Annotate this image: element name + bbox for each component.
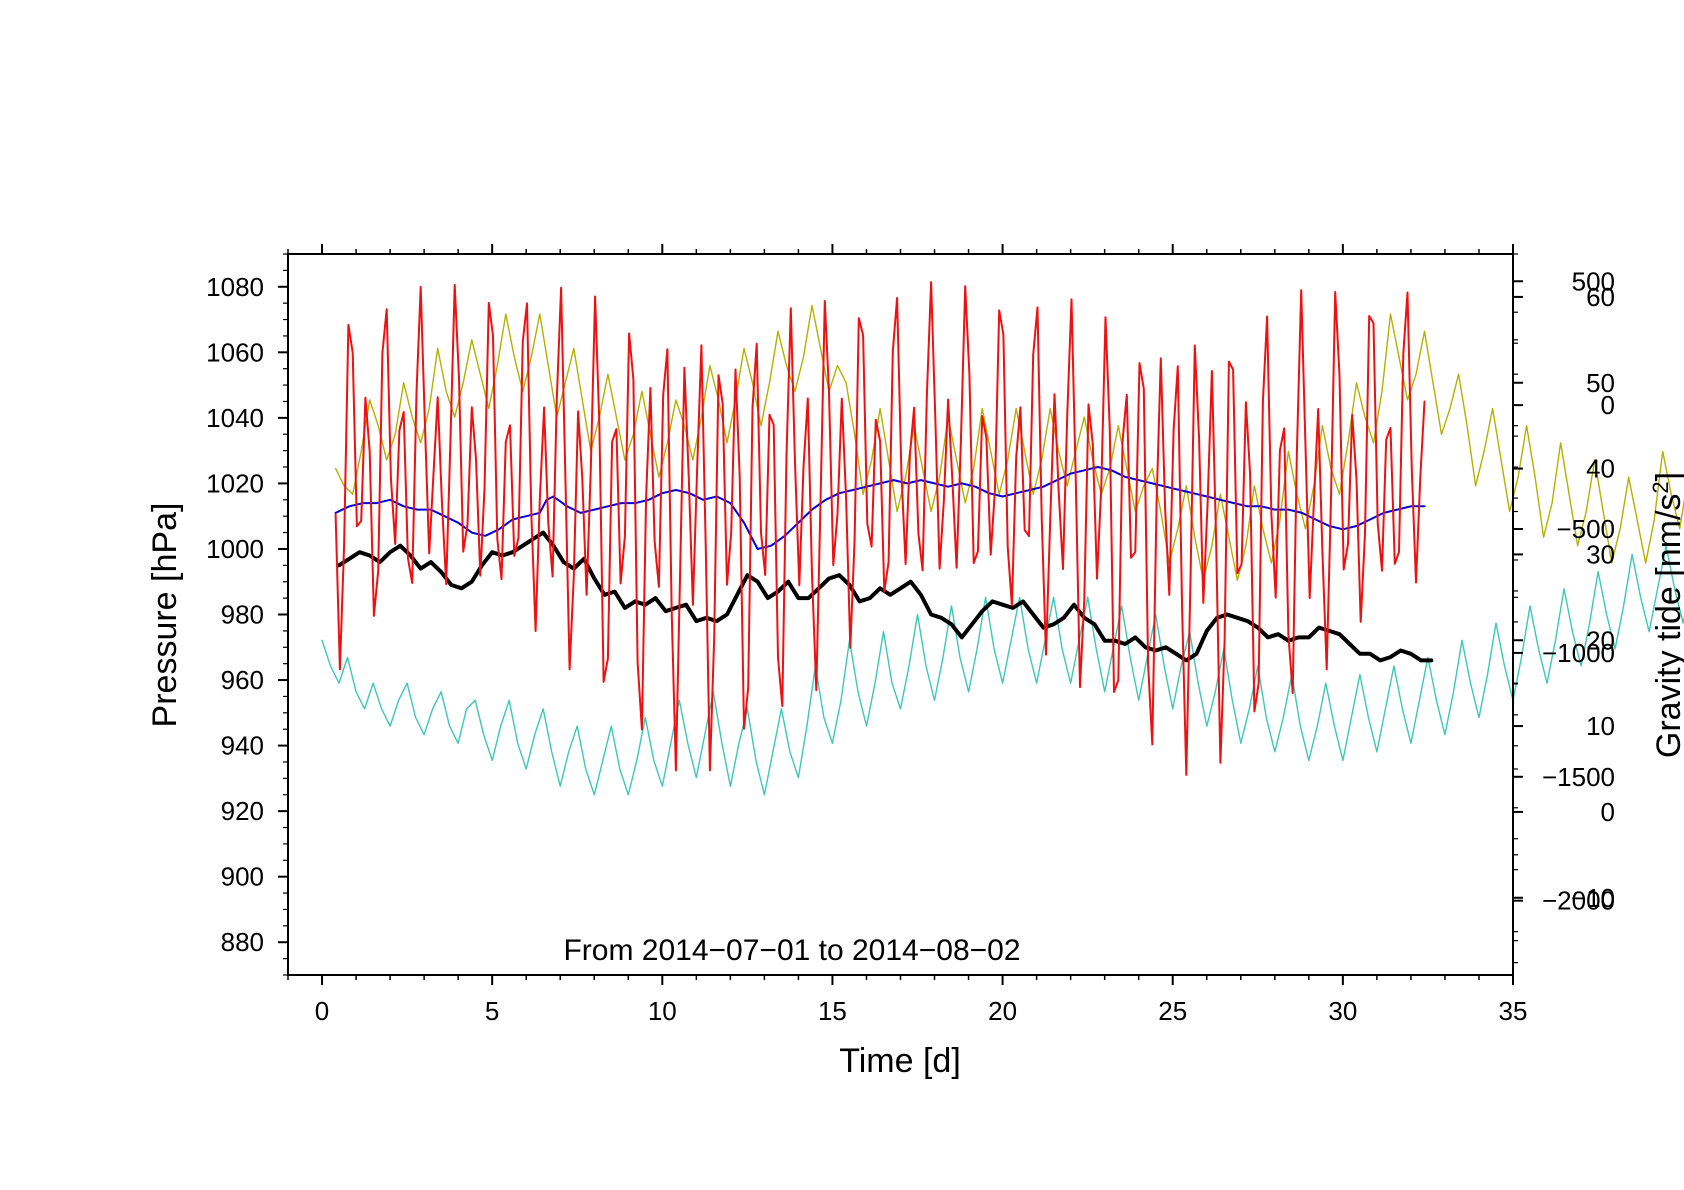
y-axis-label-right-base: Gravity tide [nm/s <box>1650 494 1684 759</box>
date-range-annotation: From 2014−07−01 to 2014−08−02 <box>563 934 1020 967</box>
y-axis-label-left: Pressure [hPa] <box>146 503 184 728</box>
left-tick-label: 1000 <box>206 534 264 564</box>
right-upper-tick-label: 20 <box>1586 625 1615 655</box>
left-tick-label: 960 <box>221 665 264 695</box>
y-axis-label-right: Gravity tide [nm/s2] <box>1648 472 1684 758</box>
right-upper-tick-label: 10 <box>1586 711 1615 741</box>
x-tick-label: 30 <box>1328 996 1357 1026</box>
x-tick-label: 25 <box>1158 996 1187 1026</box>
x-tick-label: 15 <box>818 996 847 1026</box>
x-axis-label: Time [d] <box>839 1042 961 1080</box>
left-tick-label: 1020 <box>206 468 264 498</box>
right-lower-tick-label: 0 <box>1601 390 1615 420</box>
series-layer <box>321 281 1684 796</box>
series-residual-cyan <box>321 545 1684 796</box>
x-tick-label: 5 <box>485 996 499 1026</box>
y-axis-label-right-end: ] <box>1650 472 1684 481</box>
left-tick-label: 1080 <box>206 272 264 302</box>
right-lower-tick-label: −2000 <box>1542 886 1615 916</box>
left-tick-label: 940 <box>221 731 264 761</box>
right-upper-tick-label: 30 <box>1586 539 1615 569</box>
axis-ticks: 0 5 10 15 20 25 30 3588090092094096098010001020… <box>206 244 1615 1026</box>
right-lower-tick-label: −1500 <box>1542 762 1615 792</box>
right-upper-tick-label: 50 <box>1586 368 1615 398</box>
left-tick-label: 920 <box>221 796 264 826</box>
left-tick-label: 880 <box>221 927 264 957</box>
right-upper-tick-label: 40 <box>1586 454 1615 484</box>
right-lower-tick-label: −1000 <box>1542 638 1615 668</box>
right-lower-tick-label: 500 <box>1572 266 1615 296</box>
right-upper-tick-label: 60 <box>1586 282 1615 312</box>
left-tick-label: 1040 <box>206 403 264 433</box>
right-lower-tick-label: −500 <box>1556 514 1615 544</box>
x-tick-label: 10 <box>648 996 677 1026</box>
x-tick-label: 35 <box>1499 996 1528 1026</box>
right-upper-tick-label: 0 <box>1601 797 1615 827</box>
left-tick-label: 900 <box>221 862 264 892</box>
x-tick-label: 0 <box>315 996 329 1026</box>
series-residual-olive <box>334 304 1684 581</box>
left-tick-label: 980 <box>221 600 264 630</box>
right-upper-tick-label: −10 <box>1571 883 1615 913</box>
series-gravity-tide-red <box>334 281 1426 776</box>
x-tick-label: 20 <box>988 996 1017 1026</box>
y-axis-label-right-sup: 2 <box>1648 481 1673 493</box>
left-tick-label: 1060 <box>206 337 264 367</box>
